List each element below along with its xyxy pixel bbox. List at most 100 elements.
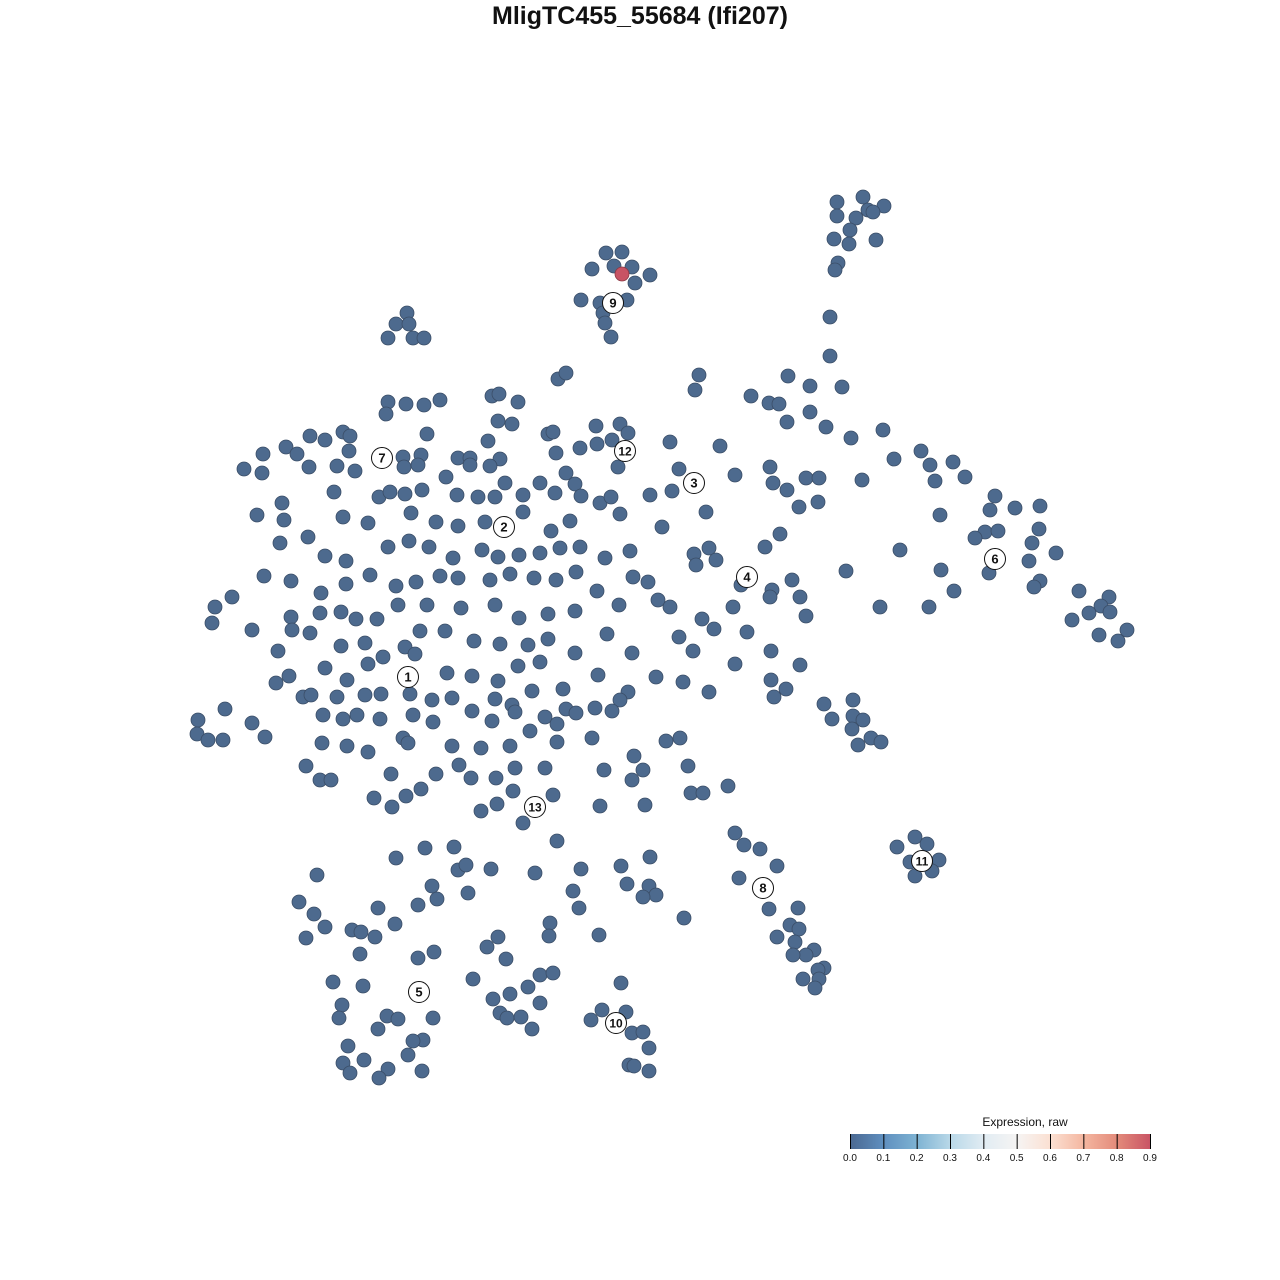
data-point xyxy=(464,668,480,684)
data-point xyxy=(236,461,252,477)
data-point xyxy=(695,785,711,801)
data-point xyxy=(824,711,840,727)
data-point xyxy=(274,495,290,511)
data-point xyxy=(676,910,692,926)
data-point xyxy=(532,475,548,491)
cluster-label: 1 xyxy=(397,666,419,688)
legend-title: Expression, raw xyxy=(982,1115,1068,1129)
data-point xyxy=(473,803,489,819)
data-point xyxy=(945,454,961,470)
data-point xyxy=(510,394,526,410)
data-point xyxy=(487,691,503,707)
data-point xyxy=(451,757,467,773)
data-point xyxy=(873,734,889,750)
data-point xyxy=(483,861,499,877)
data-point xyxy=(405,707,421,723)
data-point xyxy=(520,979,536,995)
colorbar-tick-label: 0.9 xyxy=(1143,1153,1157,1164)
data-point xyxy=(842,222,858,238)
data-point xyxy=(572,440,588,456)
cluster-label-text: 9 xyxy=(609,296,616,311)
data-point xyxy=(841,236,857,252)
data-point xyxy=(834,379,850,395)
data-point xyxy=(313,585,329,601)
cluster-label: 11 xyxy=(911,850,933,872)
data-point xyxy=(892,542,908,558)
cluster-label-badge xyxy=(752,877,774,899)
data-point xyxy=(635,1024,651,1040)
data-point xyxy=(620,425,636,441)
data-point xyxy=(850,737,866,753)
data-point xyxy=(401,316,417,332)
cluster-label: 5 xyxy=(408,981,430,1003)
data-point xyxy=(207,599,223,615)
data-point xyxy=(492,636,508,652)
chart-title: MligTC455_55684 (Ifi207) xyxy=(492,2,788,30)
data-point xyxy=(843,430,859,446)
data-point xyxy=(416,397,432,413)
data-point xyxy=(763,672,779,688)
data-point xyxy=(584,730,600,746)
data-point xyxy=(827,262,843,278)
data-point xyxy=(302,428,318,444)
data-point xyxy=(511,610,527,626)
colorbar-tick-label: 0.6 xyxy=(1043,1153,1057,1164)
data-point xyxy=(426,944,442,960)
data-point xyxy=(982,502,998,518)
expressed-data-point xyxy=(614,266,630,282)
data-point xyxy=(477,514,493,530)
data-point xyxy=(325,974,341,990)
data-point xyxy=(507,704,523,720)
data-point xyxy=(380,330,396,346)
data-point xyxy=(372,711,388,727)
data-point xyxy=(390,597,406,613)
data-point xyxy=(268,675,284,691)
data-point xyxy=(603,489,619,505)
data-point xyxy=(932,507,948,523)
data-point xyxy=(249,507,265,523)
data-point xyxy=(921,599,937,615)
data-point xyxy=(449,487,465,503)
data-point xyxy=(784,572,800,588)
data-point xyxy=(712,438,728,454)
data-point xyxy=(306,906,322,922)
data-point xyxy=(460,885,476,901)
data-point xyxy=(369,611,385,627)
data-point xyxy=(298,758,314,774)
data-point xyxy=(317,919,333,935)
data-point xyxy=(545,965,561,981)
cluster-label-badge xyxy=(493,516,515,538)
data-point xyxy=(403,505,419,521)
data-point xyxy=(317,548,333,564)
cluster-label: 10 xyxy=(605,1012,627,1034)
data-point xyxy=(627,275,643,291)
data-point xyxy=(927,473,943,489)
data-point xyxy=(1031,521,1047,537)
data-point xyxy=(300,529,316,545)
data-point xyxy=(613,975,629,991)
data-point xyxy=(648,669,664,685)
data-point xyxy=(588,418,604,434)
data-point xyxy=(357,687,373,703)
data-point xyxy=(302,625,318,641)
data-point xyxy=(339,738,355,754)
data-point xyxy=(731,870,747,886)
data-point xyxy=(1071,583,1087,599)
data-point xyxy=(641,1063,657,1079)
data-point xyxy=(257,729,273,745)
colorbar-gradient xyxy=(850,1134,1151,1149)
data-point xyxy=(326,484,342,500)
cluster-label-text: 4 xyxy=(743,570,751,585)
data-point xyxy=(596,762,612,778)
cluster-label-badge xyxy=(911,850,933,872)
data-point xyxy=(1081,605,1097,621)
data-point xyxy=(510,658,526,674)
data-point xyxy=(466,633,482,649)
cluster-label-text: 8 xyxy=(759,881,766,896)
data-point xyxy=(584,261,600,277)
colorbar-tick-label: 0.5 xyxy=(1009,1153,1024,1164)
data-point xyxy=(694,611,710,627)
data-point xyxy=(838,563,854,579)
cluster-label-text: 7 xyxy=(378,451,385,466)
data-point xyxy=(356,1052,372,1068)
